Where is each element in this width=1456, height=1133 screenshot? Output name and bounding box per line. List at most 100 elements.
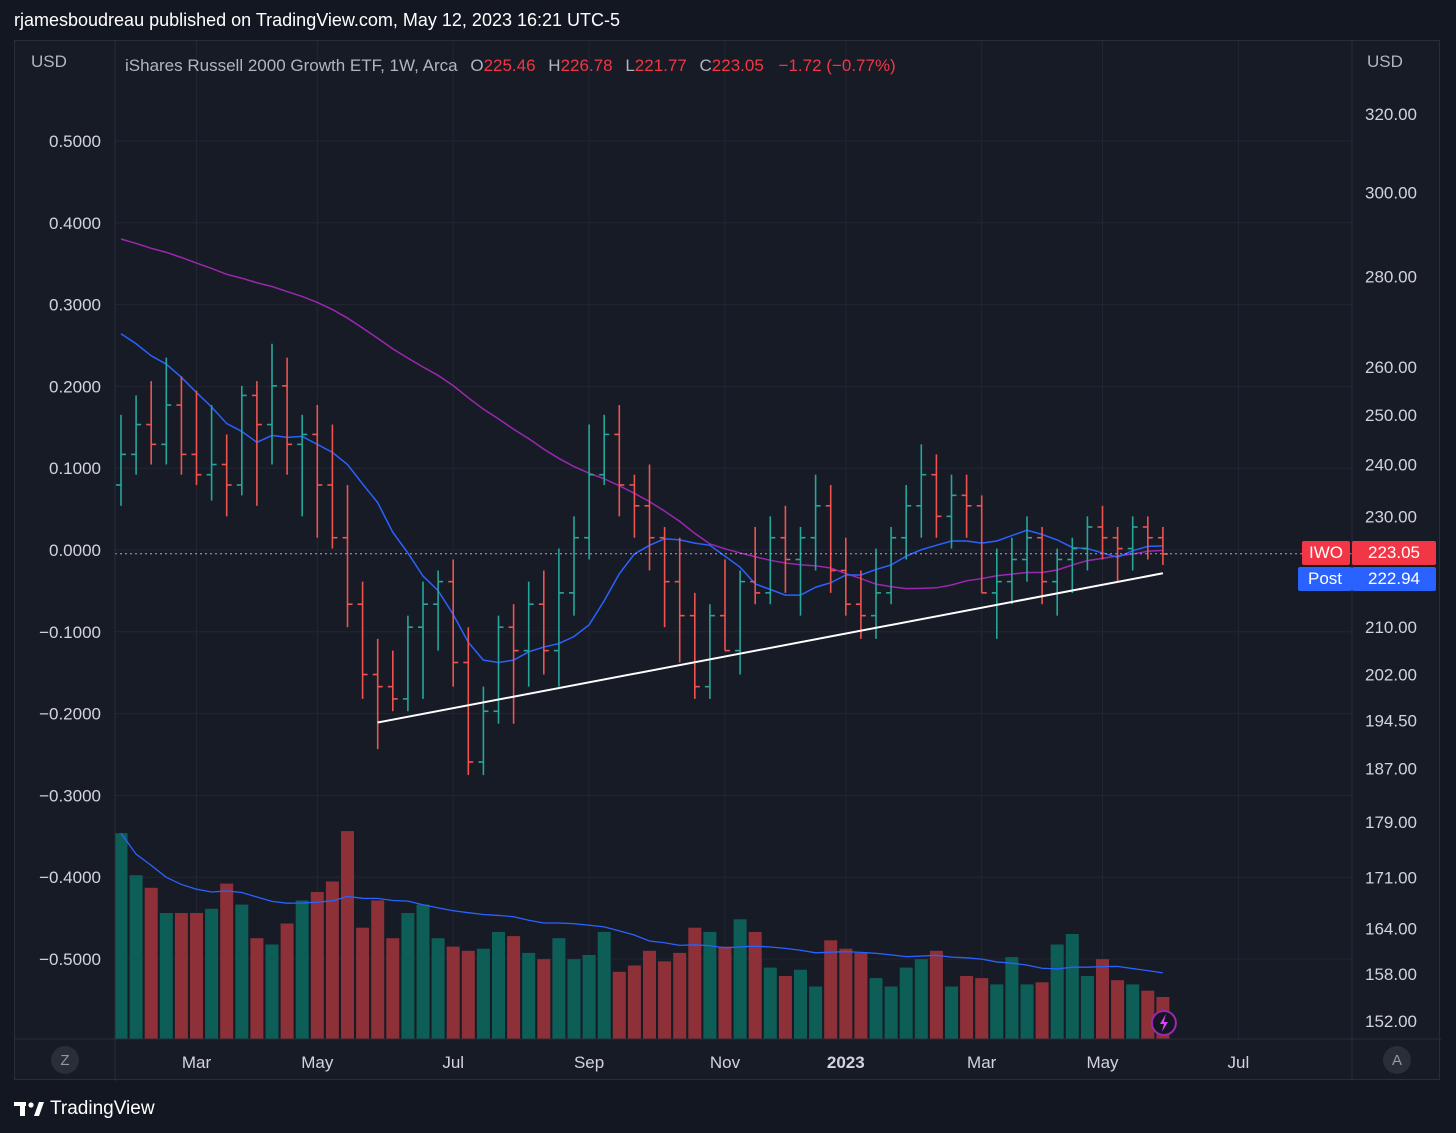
- ohlc-bar: [976, 495, 987, 594]
- right-axis-tick: 194.50: [1365, 712, 1417, 731]
- ohlc-bar: [780, 505, 791, 593]
- volume-bar: [537, 959, 551, 1039]
- volume-bar: [507, 936, 521, 1039]
- right-axis-tick: 164.00: [1365, 919, 1417, 938]
- ohlc-bar: [886, 526, 897, 605]
- ohlc-bar: [855, 570, 866, 639]
- ohlc-bar: [538, 570, 549, 675]
- legend-open-label: O: [470, 56, 483, 75]
- volume-bar: [310, 892, 324, 1039]
- ohlc-bars[interactable]: [116, 343, 1168, 776]
- ohlc-bar: [357, 581, 368, 699]
- tradingview-logo-icon: [14, 1100, 44, 1118]
- ohlc-bar: [735, 570, 746, 675]
- auto-scale-button[interactable]: A: [1383, 1046, 1411, 1074]
- legend-close: 223.05: [712, 56, 764, 75]
- ohlc-bar: [523, 581, 534, 687]
- volume-bar: [1096, 959, 1109, 1039]
- left-axis-tick: −0.2000: [39, 705, 101, 724]
- tradingview-brand: TradingView: [50, 1098, 155, 1119]
- volume-bar: [718, 946, 732, 1039]
- ohlc-bar: [1037, 526, 1048, 605]
- volume-bar: [990, 984, 1004, 1039]
- time-axis-label: Mar: [182, 1053, 212, 1072]
- ohlc-bar: [433, 570, 444, 651]
- ohlc-bar: [1097, 505, 1108, 560]
- ohlc-bar: [221, 434, 232, 517]
- volume-bar: [582, 955, 596, 1039]
- legend-high-label: H: [548, 56, 560, 75]
- right-axis-tick: 240.00: [1365, 456, 1417, 475]
- time-axis-label: Mar: [967, 1053, 997, 1072]
- axes: 0.5000 0.4000 0.3000 0.2000 0.1000 0.0000 −0.1…: [15, 41, 1441, 1081]
- volume-bar: [824, 940, 838, 1039]
- volume-bar: [763, 967, 777, 1039]
- ohlc-bar: [991, 548, 1002, 639]
- right-axis-tick: 202.00: [1365, 666, 1417, 685]
- volume-bar: [884, 986, 898, 1039]
- ohlc-bar: [282, 357, 293, 475]
- volume-bar: [899, 967, 913, 1039]
- legend-open: 225.46: [484, 56, 536, 75]
- time-axis-label: Nov: [710, 1053, 741, 1072]
- ohlc-bar: [297, 414, 308, 517]
- right-axis-tick: 230.00: [1365, 507, 1417, 526]
- ohlc-bar: [1067, 537, 1078, 593]
- ohlc-bar: [840, 537, 851, 616]
- ohlc-bar: [327, 424, 338, 549]
- ohlc-bar: [342, 484, 353, 628]
- legend-close-label: C: [700, 56, 712, 75]
- ohlc-bar: [1052, 548, 1063, 616]
- ohlc-bar: [1006, 537, 1017, 605]
- volume-bar: [975, 978, 989, 1039]
- volume-bar: [356, 927, 370, 1039]
- volume-bars: [114, 831, 1170, 1039]
- volume-bar: [960, 976, 974, 1039]
- volume-bar: [190, 913, 203, 1039]
- right-axis-tick: 280.00: [1365, 268, 1417, 287]
- volume-bar: [869, 978, 883, 1039]
- ohlc-bar: [1142, 516, 1153, 560]
- volume-moving-average: [120, 832, 1163, 974]
- ohlc-bar: [146, 381, 157, 465]
- volume-bar: [174, 913, 188, 1039]
- time-axis-label: Sep: [574, 1053, 604, 1072]
- volume-bar: [1020, 984, 1034, 1039]
- right-axis-tick: 250.00: [1365, 406, 1417, 425]
- right-axis-tick: 152.00: [1365, 1012, 1417, 1031]
- legend-title: iShares Russell 2000 Growth ETF, 1W, Arc…: [125, 56, 458, 75]
- left-axis-tick: 0.2000: [49, 377, 101, 396]
- ohlc-bar: [161, 357, 172, 465]
- ohlc-bar: [418, 581, 428, 699]
- volume-bar: [567, 959, 581, 1039]
- tradingview-footer[interactable]: TradingView: [14, 1096, 155, 1122]
- volume-bar: [1050, 944, 1064, 1039]
- ma-fast-line: [120, 333, 1163, 664]
- ohlc-bar: [750, 526, 761, 605]
- volume-ma-line: [120, 832, 1163, 974]
- ohlc-bar: [508, 604, 519, 724]
- chart-frame[interactable]: 0.5000 0.4000 0.3000 0.2000 0.1000 0.0000 −0.1…: [14, 40, 1441, 1081]
- ohlc-bar: [946, 474, 957, 549]
- ohlc-bar: [916, 444, 927, 538]
- ohlc-bar: [493, 615, 504, 724]
- ohlc-bar: [236, 385, 247, 496]
- lock-scale-button[interactable]: Z: [51, 1046, 79, 1074]
- chart-canvas[interactable]: 0.5000 0.4000 0.3000 0.2000 0.1000 0.0000 −0.1…: [15, 41, 1441, 1081]
- volume-bar: [265, 944, 279, 1039]
- volume-bar: [295, 900, 309, 1039]
- volume-bar: [1080, 976, 1094, 1039]
- ohlc-bar: [1127, 516, 1138, 571]
- volume-bar: [703, 931, 717, 1039]
- ohlc-bar: [267, 343, 277, 465]
- volume-bar: [371, 900, 385, 1039]
- publisher-header: rjamesboudreau published on TradingView.…: [14, 10, 621, 30]
- price-moving-averages: [120, 238, 1163, 664]
- right-axis-tick: 158.00: [1365, 965, 1417, 984]
- trendline: [377, 572, 1164, 724]
- left-axis-tick: −0.4000: [39, 868, 101, 887]
- left-axis-unit: USD: [31, 52, 67, 71]
- right-axis-tick: 300.00: [1365, 184, 1417, 203]
- volume-bar: [1126, 984, 1140, 1039]
- last-price-tag: 223.05: [1352, 541, 1436, 565]
